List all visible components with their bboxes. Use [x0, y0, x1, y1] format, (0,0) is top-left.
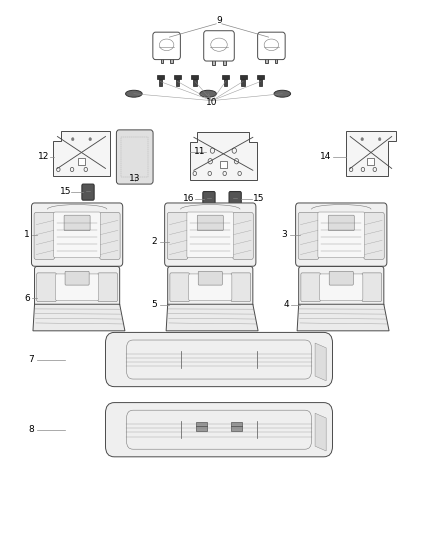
- Circle shape: [378, 138, 381, 141]
- Polygon shape: [119, 446, 319, 456]
- FancyBboxPatch shape: [106, 402, 332, 457]
- FancyBboxPatch shape: [65, 271, 89, 285]
- FancyBboxPatch shape: [298, 213, 319, 260]
- FancyBboxPatch shape: [301, 273, 321, 302]
- Bar: [224, 78, 227, 86]
- Bar: [176, 78, 179, 86]
- Bar: [170, 54, 173, 63]
- Polygon shape: [346, 131, 396, 176]
- Polygon shape: [166, 304, 258, 331]
- Polygon shape: [297, 304, 389, 331]
- FancyBboxPatch shape: [168, 266, 253, 307]
- FancyBboxPatch shape: [329, 271, 353, 285]
- FancyBboxPatch shape: [258, 32, 285, 60]
- Bar: [222, 75, 229, 79]
- FancyBboxPatch shape: [231, 273, 251, 302]
- Bar: [78, 158, 85, 165]
- FancyBboxPatch shape: [320, 274, 363, 301]
- Polygon shape: [315, 413, 326, 451]
- Bar: [257, 75, 264, 79]
- Text: 15: 15: [60, 187, 71, 196]
- Text: 3: 3: [282, 230, 287, 239]
- FancyBboxPatch shape: [296, 203, 387, 266]
- Bar: [212, 55, 215, 65]
- Text: 11: 11: [194, 147, 205, 156]
- FancyBboxPatch shape: [32, 203, 123, 266]
- Polygon shape: [53, 131, 110, 176]
- FancyBboxPatch shape: [153, 32, 180, 60]
- Polygon shape: [190, 132, 257, 180]
- Text: 4: 4: [284, 300, 290, 309]
- Bar: [159, 78, 162, 86]
- FancyBboxPatch shape: [37, 273, 57, 302]
- FancyBboxPatch shape: [203, 191, 215, 207]
- FancyBboxPatch shape: [318, 212, 364, 258]
- Bar: [174, 75, 181, 79]
- FancyBboxPatch shape: [56, 274, 99, 301]
- Bar: [259, 78, 262, 86]
- FancyBboxPatch shape: [229, 191, 241, 207]
- Bar: [240, 75, 247, 79]
- Text: 1: 1: [24, 230, 30, 239]
- FancyBboxPatch shape: [233, 213, 253, 260]
- FancyBboxPatch shape: [197, 215, 223, 231]
- Text: 13: 13: [129, 174, 141, 183]
- FancyBboxPatch shape: [299, 266, 384, 307]
- Bar: [191, 75, 198, 79]
- Circle shape: [71, 138, 74, 141]
- Text: 9: 9: [216, 17, 222, 26]
- Polygon shape: [119, 376, 319, 385]
- FancyBboxPatch shape: [187, 212, 233, 258]
- FancyBboxPatch shape: [82, 184, 94, 200]
- Circle shape: [361, 138, 364, 141]
- FancyBboxPatch shape: [362, 273, 381, 302]
- Ellipse shape: [200, 90, 216, 97]
- Text: 7: 7: [28, 355, 34, 364]
- FancyBboxPatch shape: [64, 215, 90, 231]
- Bar: [223, 55, 226, 65]
- Bar: [220, 161, 227, 168]
- FancyBboxPatch shape: [34, 213, 55, 260]
- FancyBboxPatch shape: [54, 212, 100, 258]
- Text: 5: 5: [152, 300, 157, 309]
- FancyBboxPatch shape: [198, 271, 223, 285]
- FancyBboxPatch shape: [99, 213, 120, 260]
- FancyBboxPatch shape: [165, 203, 256, 266]
- Bar: [265, 54, 268, 63]
- Bar: [231, 422, 242, 431]
- Ellipse shape: [126, 90, 142, 97]
- Bar: [275, 54, 277, 63]
- Text: 8: 8: [28, 425, 34, 434]
- FancyBboxPatch shape: [35, 266, 120, 307]
- Bar: [241, 78, 244, 86]
- Text: 15: 15: [253, 195, 264, 204]
- Bar: [367, 158, 374, 165]
- Text: 2: 2: [152, 237, 157, 246]
- Ellipse shape: [274, 90, 290, 97]
- Bar: [196, 422, 207, 431]
- FancyBboxPatch shape: [189, 274, 232, 301]
- Text: 16: 16: [183, 195, 194, 204]
- FancyBboxPatch shape: [106, 333, 332, 386]
- Polygon shape: [33, 304, 125, 331]
- FancyBboxPatch shape: [328, 215, 354, 231]
- FancyBboxPatch shape: [117, 130, 153, 184]
- Bar: [121, 136, 148, 177]
- FancyBboxPatch shape: [170, 273, 190, 302]
- FancyBboxPatch shape: [98, 273, 117, 302]
- FancyBboxPatch shape: [167, 213, 188, 260]
- Bar: [161, 54, 163, 63]
- Bar: [194, 78, 197, 86]
- Text: 12: 12: [38, 152, 49, 161]
- Text: 14: 14: [320, 152, 332, 161]
- Polygon shape: [315, 343, 326, 381]
- FancyBboxPatch shape: [364, 213, 384, 260]
- FancyBboxPatch shape: [204, 31, 234, 61]
- Circle shape: [89, 138, 92, 141]
- Text: 6: 6: [24, 294, 30, 303]
- Text: 10: 10: [206, 98, 218, 107]
- Bar: [156, 75, 163, 79]
